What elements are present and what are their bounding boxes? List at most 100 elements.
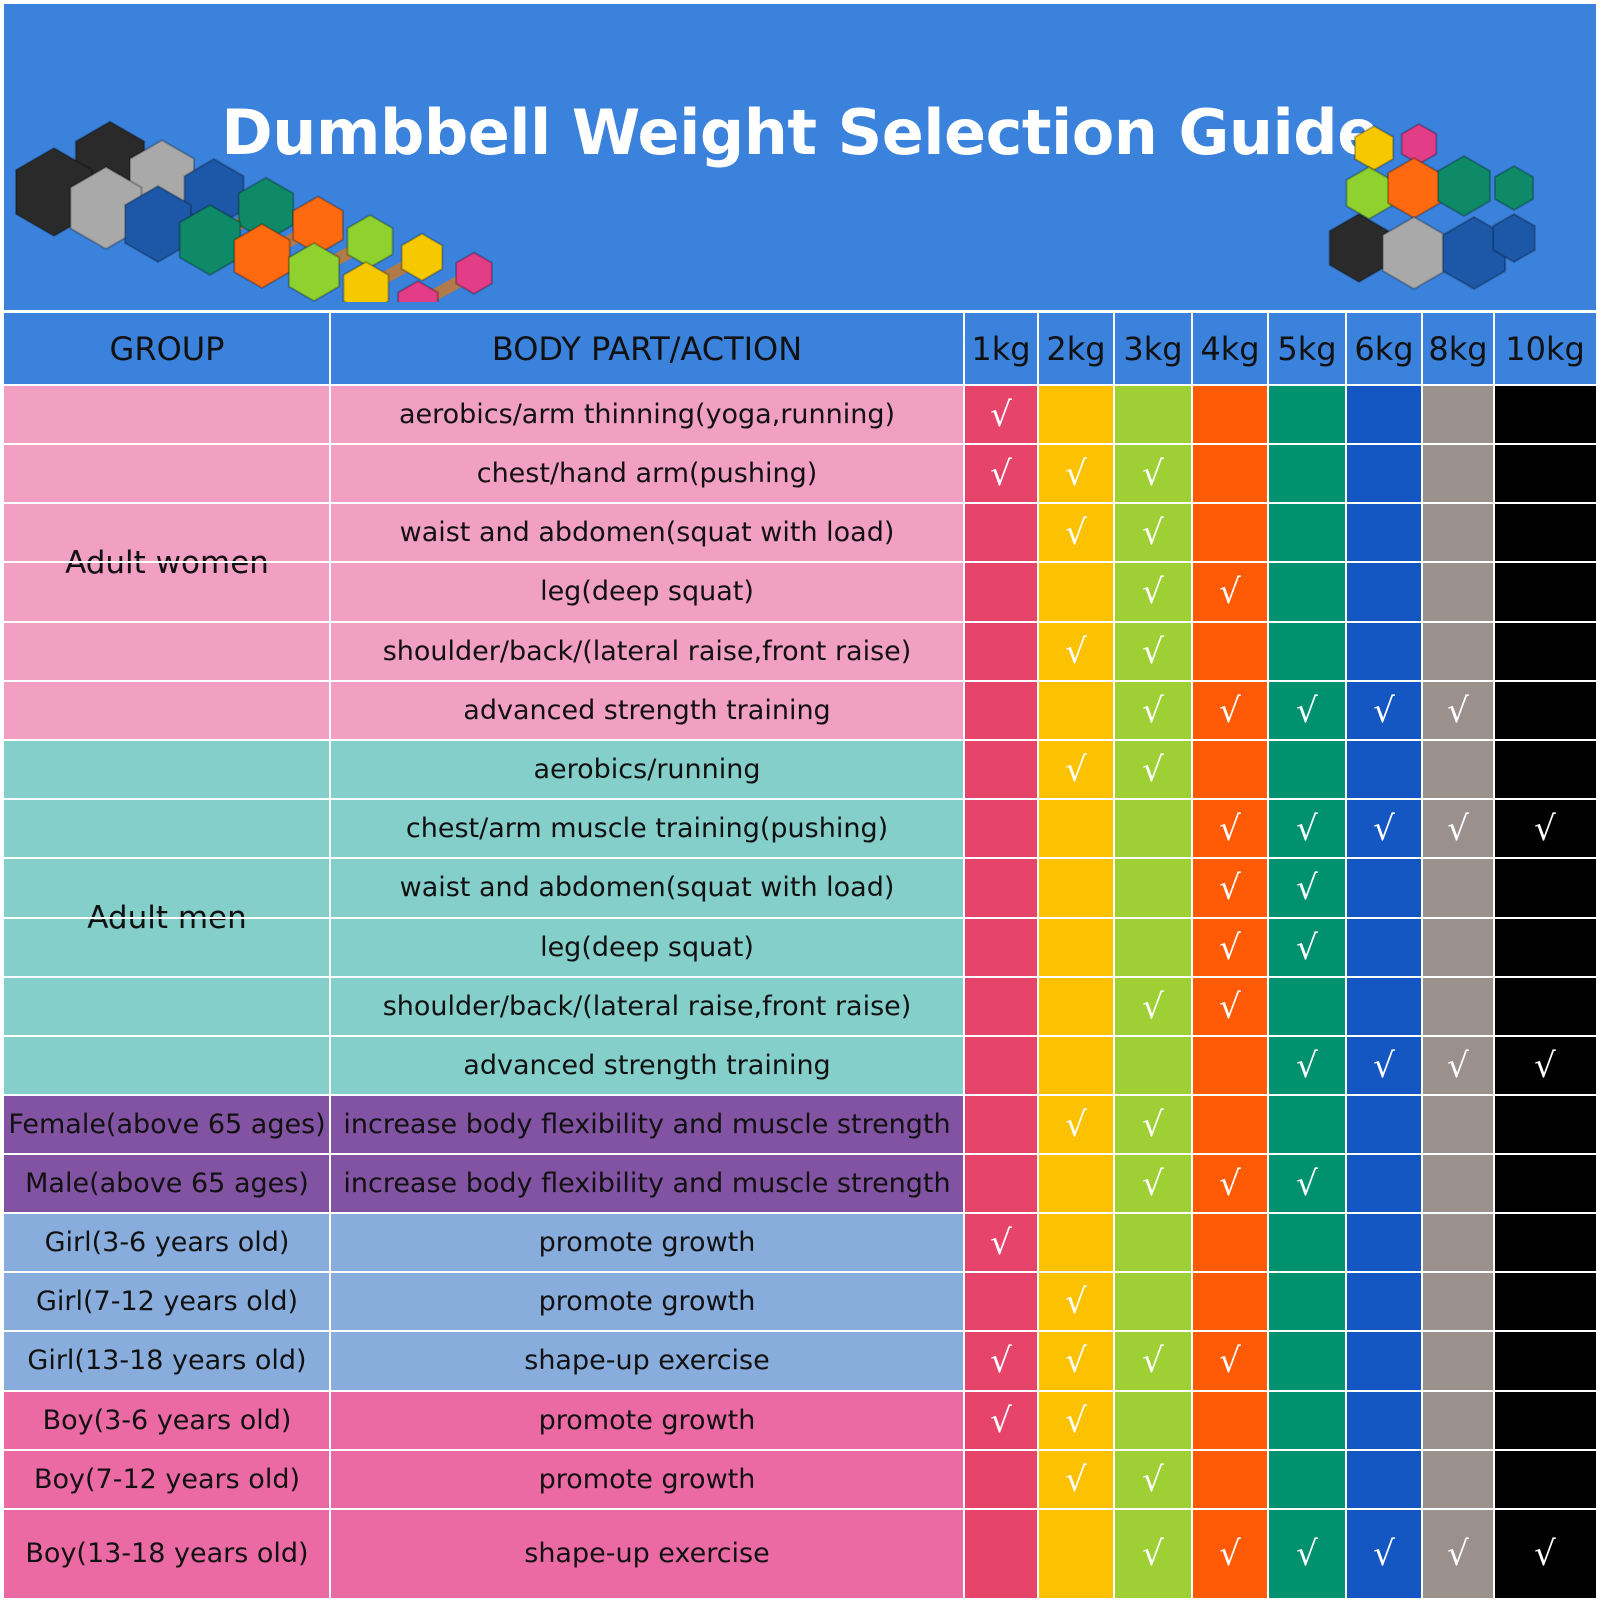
group-label: Female(above 65 ages) bbox=[4, 1095, 330, 1154]
check-mark-icon: √ bbox=[1219, 690, 1241, 731]
action-cell: shoulder/back/(lateral raise,front raise… bbox=[330, 622, 964, 681]
action-cell: waist and abdomen(squat with load) bbox=[330, 858, 964, 917]
check-mark-icon: √ bbox=[990, 453, 1012, 494]
check-mark-icon: √ bbox=[990, 1400, 1012, 1441]
weight-column-10kg bbox=[1494, 385, 1596, 1598]
row-divider bbox=[4, 384, 1596, 386]
group-label: Girl(3-6 years old) bbox=[4, 1213, 330, 1272]
check-mark-icon: √ bbox=[1065, 453, 1087, 494]
header-weight-5kg: 5kg bbox=[1268, 313, 1346, 385]
group-label: Girl(7-12 years old) bbox=[4, 1272, 330, 1331]
check-mark-icon: √ bbox=[1534, 808, 1556, 849]
check-mark-icon: √ bbox=[1142, 631, 1164, 672]
header-weight-8kg: 8kg bbox=[1422, 313, 1494, 385]
dumbbell-icon bbox=[1437, 154, 1491, 218]
row-divider bbox=[4, 917, 1596, 919]
page-title: Dumbbell Weight Selection Guide bbox=[221, 96, 1379, 169]
weight-column-3kg bbox=[1114, 385, 1192, 1598]
check-mark-icon: √ bbox=[1447, 690, 1469, 731]
header-weight-2kg: 2kg bbox=[1038, 313, 1114, 385]
check-mark-icon: √ bbox=[990, 394, 1012, 435]
dumbbell-icon bbox=[397, 251, 493, 302]
check-mark-icon: √ bbox=[1296, 1045, 1318, 1086]
row-divider bbox=[4, 1508, 1596, 1510]
column-divider bbox=[1345, 313, 1347, 1598]
dumbbell-stack-right-image bbox=[1328, 122, 1536, 291]
check-mark-icon: √ bbox=[1142, 1340, 1164, 1381]
check-mark-icon: √ bbox=[1447, 808, 1469, 849]
action-cell: aerobics/running bbox=[330, 740, 964, 799]
action-cell: advanced strength training bbox=[330, 1036, 964, 1095]
action-cell: promote growth bbox=[330, 1391, 964, 1450]
weight-column-2kg bbox=[1038, 385, 1114, 1598]
row-divider bbox=[4, 1271, 1596, 1273]
action-cell: advanced strength training bbox=[330, 681, 964, 740]
header-weight-6kg: 6kg bbox=[1346, 313, 1422, 385]
column-divider bbox=[1493, 313, 1495, 1598]
action-cell: increase body flexibility and muscle str… bbox=[330, 1154, 964, 1213]
dumbbell-right-pile bbox=[1328, 122, 1536, 291]
row-divider bbox=[4, 1330, 1596, 1332]
dumbbell-icon bbox=[1400, 122, 1438, 166]
check-mark-icon: √ bbox=[1142, 512, 1164, 553]
row-divider bbox=[4, 798, 1596, 800]
check-mark-icon: √ bbox=[1142, 749, 1164, 790]
header-banner: Dumbbell Weight Selection Guide bbox=[4, 4, 1596, 310]
row-divider bbox=[4, 739, 1596, 741]
check-mark-icon: √ bbox=[1219, 1533, 1241, 1574]
column-divider bbox=[1113, 313, 1115, 1598]
row-divider bbox=[4, 561, 1596, 563]
action-cell: shape-up exercise bbox=[330, 1331, 964, 1390]
action-cell: leg(deep squat) bbox=[330, 918, 964, 977]
check-mark-icon: √ bbox=[1373, 690, 1395, 731]
action-cell: waist and abdomen(squat with load) bbox=[330, 503, 964, 562]
dumbbell-icon bbox=[124, 157, 245, 264]
dumbbell-icon bbox=[1493, 164, 1535, 212]
check-mark-icon: √ bbox=[1373, 1045, 1395, 1086]
action-cell: leg(deep squat) bbox=[330, 562, 964, 621]
check-mark-icon: √ bbox=[1065, 512, 1087, 553]
header-weight-1kg: 1kg bbox=[964, 313, 1038, 385]
header-body-part-action: BODY PART/ACTION bbox=[330, 313, 964, 385]
header-group: GROUP bbox=[4, 313, 330, 385]
check-mark-icon: √ bbox=[1296, 690, 1318, 731]
check-mark-icon: √ bbox=[1065, 1281, 1087, 1322]
dumbbell-icon bbox=[1345, 165, 1393, 221]
group-label: Boy(7-12 years old) bbox=[4, 1450, 330, 1509]
check-mark-icon: √ bbox=[1219, 808, 1241, 849]
check-mark-icon: √ bbox=[1219, 1340, 1241, 1381]
check-mark-icon: √ bbox=[1534, 1045, 1556, 1086]
column-divider bbox=[329, 313, 331, 1598]
check-mark-icon: √ bbox=[1142, 1459, 1164, 1500]
check-mark-icon: √ bbox=[1447, 1533, 1469, 1574]
group-label: Male(above 65 ages) bbox=[4, 1154, 330, 1213]
check-mark-icon: √ bbox=[1373, 1533, 1395, 1574]
check-mark-icon: √ bbox=[1142, 986, 1164, 1027]
check-mark-icon: √ bbox=[1142, 453, 1164, 494]
column-divider bbox=[1037, 313, 1039, 1598]
dumbbell-icon bbox=[1381, 215, 1447, 291]
check-mark-icon: √ bbox=[1219, 927, 1241, 968]
check-mark-icon: √ bbox=[1142, 571, 1164, 612]
dumbbell-icon bbox=[1387, 156, 1441, 220]
check-mark-icon: √ bbox=[1065, 631, 1087, 672]
check-mark-icon: √ bbox=[990, 1222, 1012, 1263]
column-divider bbox=[1191, 313, 1193, 1598]
column-divider bbox=[1421, 313, 1423, 1598]
group-label: Girl(13-18 years old) bbox=[4, 1331, 330, 1390]
row-divider bbox=[4, 502, 1596, 504]
column-divider bbox=[963, 313, 965, 1598]
check-mark-icon: √ bbox=[1065, 1400, 1087, 1441]
group-label: Boy(3-6 years old) bbox=[4, 1391, 330, 1450]
check-mark-icon: √ bbox=[1142, 1163, 1164, 1204]
action-cell: aerobics/arm thinning(yoga,running) bbox=[330, 385, 964, 444]
check-mark-icon: √ bbox=[1142, 690, 1164, 731]
row-divider bbox=[4, 1390, 1596, 1392]
dumbbell-icon bbox=[287, 213, 394, 302]
dumbbell-left-row bbox=[14, 120, 493, 302]
header-weight-3kg: 3kg bbox=[1114, 313, 1192, 385]
weight-column-5kg bbox=[1268, 385, 1346, 1598]
check-mark-icon: √ bbox=[1296, 808, 1318, 849]
weight-column-6kg bbox=[1346, 385, 1422, 1598]
row-divider bbox=[4, 1212, 1596, 1214]
